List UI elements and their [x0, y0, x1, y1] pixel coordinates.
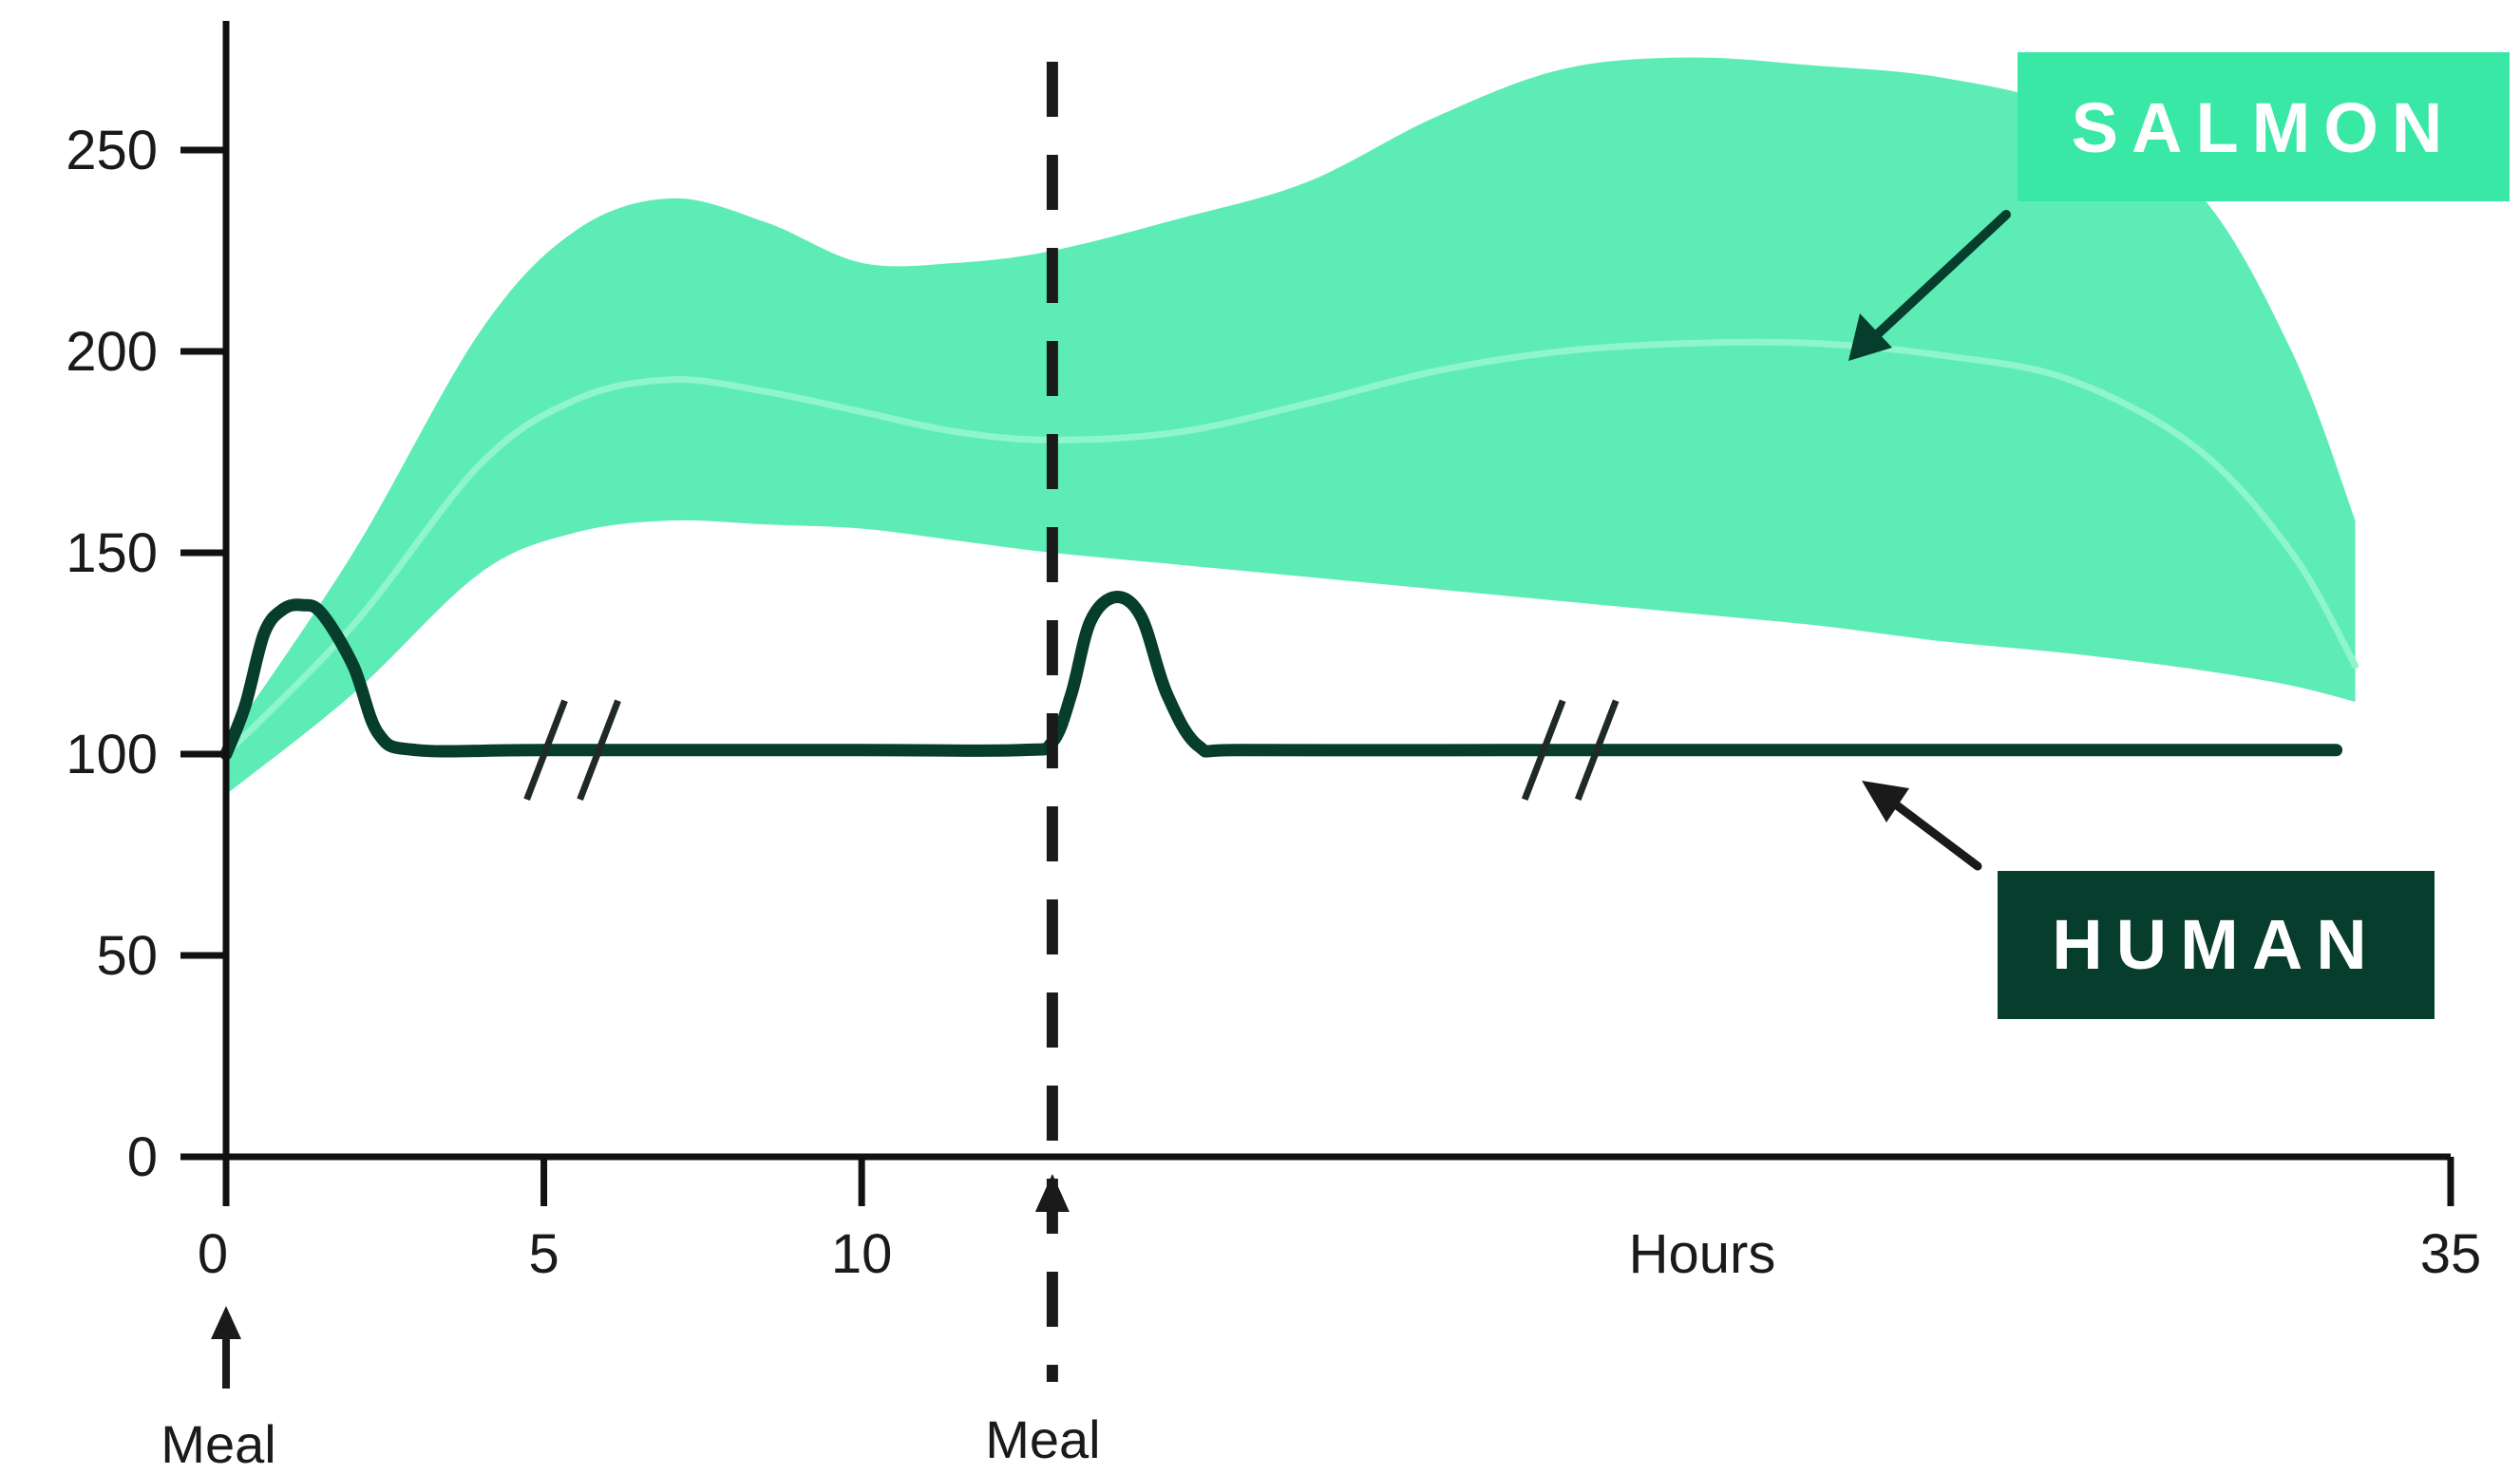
y-tick-label: 50	[96, 925, 158, 987]
x-tick-label: 5	[528, 1223, 559, 1285]
axis-break-mark	[577, 699, 621, 802]
legend-salmon-box	[2018, 52, 2510, 201]
human-glucose-line	[219, 591, 2343, 761]
y-tick-label: 150	[66, 522, 158, 584]
meal-arrow-icon	[1034, 1174, 1070, 1212]
y-tick-label: 100	[66, 724, 158, 785]
legend-human-box	[1998, 871, 2435, 1019]
y-tick-label: 250	[66, 120, 158, 181]
salmon-pointer-arrow-head-icon	[1848, 313, 1892, 361]
salmon-range-band	[226, 57, 2356, 795]
salmon-band-layer	[222, 57, 2359, 795]
legend-human-label: HUMAN	[2052, 905, 2379, 984]
meal-markers: Meal Meal	[161, 62, 1101, 1474]
y-tick-label: 0	[127, 1126, 158, 1188]
human-pointer-arrow-head-icon	[1862, 781, 1909, 822]
meal-label: Meal	[985, 1409, 1100, 1469]
axis-break-mark	[523, 699, 568, 802]
salmon-pointer-arrow	[1866, 210, 2011, 345]
axes: 0 50 100 150 200 250 0 5 10 35 Hours	[66, 21, 2481, 1285]
salmon-mean-line	[222, 338, 2359, 758]
x-tick-label: 0	[198, 1223, 228, 1285]
y-tick-label: 200	[66, 321, 158, 383]
legend-salmon-label: SALMON	[2072, 88, 2456, 167]
human-line-layer	[219, 591, 2343, 802]
x-tick-label: 35	[2420, 1223, 2482, 1285]
meal-label: Meal	[161, 1414, 275, 1474]
x-axis-title: Hours	[1629, 1223, 1776, 1285]
axis-break-mark	[1521, 699, 1566, 802]
human-pointer-arrow	[1888, 798, 1982, 871]
legend: SALMON HUMAN	[1848, 52, 2510, 1019]
x-tick-label: 10	[831, 1223, 893, 1285]
meal-arrow-icon	[211, 1306, 241, 1339]
axis-break-mark	[1574, 699, 1620, 802]
